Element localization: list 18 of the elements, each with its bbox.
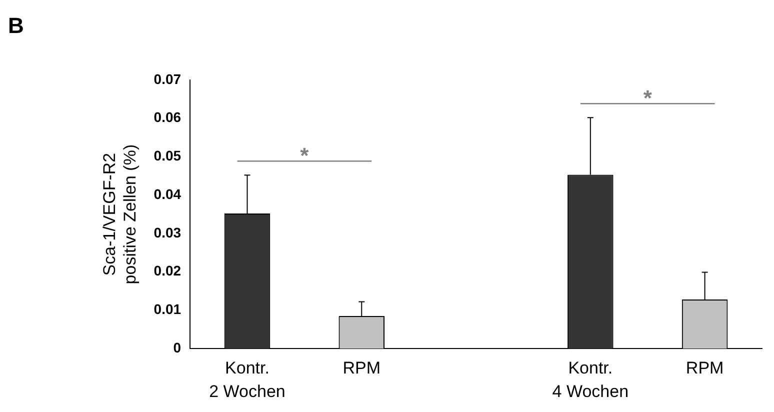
y-tick-label: 0.04 <box>154 186 182 202</box>
x-tick-label: Kontr. <box>568 358 613 378</box>
y-tick-label: 0.05 <box>154 148 182 164</box>
y-tick-label: 0.01 <box>154 301 182 318</box>
text: B <box>8 13 24 38</box>
x-tick-label: RPM <box>686 358 724 378</box>
y-tick-label: 0 <box>173 339 182 356</box>
y-tick-label: 0.07 <box>154 70 182 87</box>
y-axis-title: Sca-1/VEGF-R2 positive Zellen (%) <box>100 144 140 284</box>
y-tick-label: 0.02 <box>154 262 182 279</box>
x-tick-label: RPM <box>342 358 381 378</box>
text: 2 Wochen <box>209 382 286 401</box>
y-tick-label: 0.06 <box>154 109 182 126</box>
annotation: * <box>300 143 310 168</box>
y-tick-label: 0.03 <box>154 224 182 240</box>
annotation: * <box>643 86 652 111</box>
text: 4 Wochen <box>552 382 629 401</box>
x-tick-label: Kontr. <box>225 358 270 378</box>
